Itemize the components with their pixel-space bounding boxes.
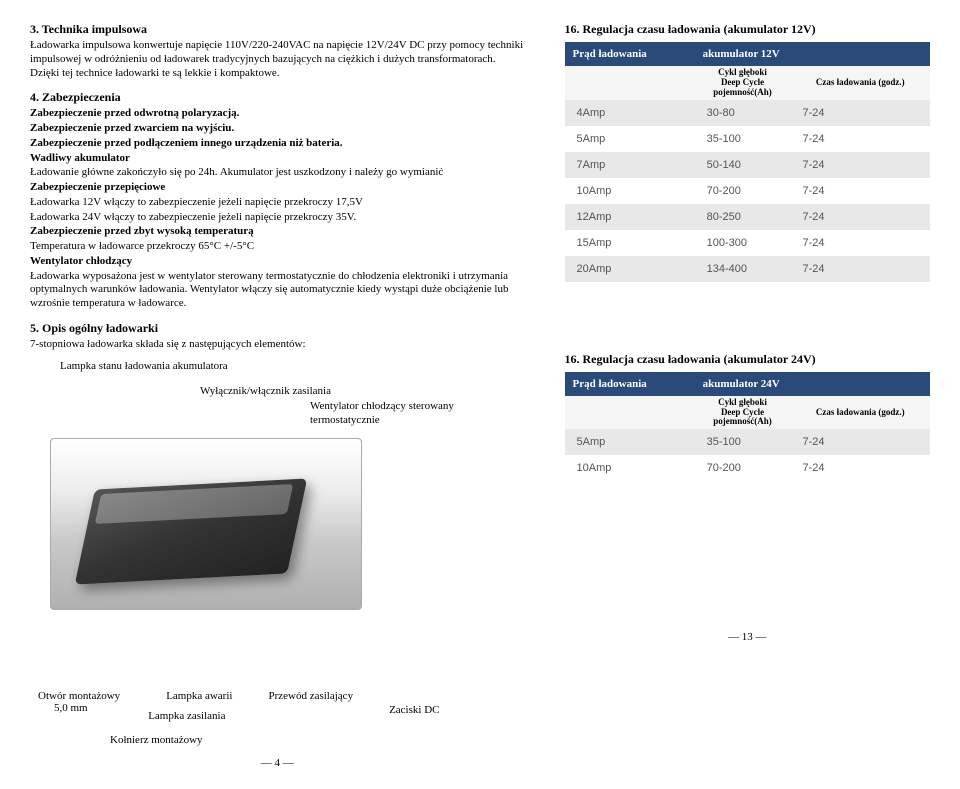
table-cell: 7-24 xyxy=(790,100,930,126)
label-text: Lampka awarii xyxy=(166,690,232,702)
table-cell: 7-24 xyxy=(790,429,930,455)
s4-line: Ładowanie główne zakończyło się po 24h. … xyxy=(30,166,525,180)
table-cell: 7-24 xyxy=(790,126,930,152)
section3-title: 3. Technika impulsowa xyxy=(30,22,525,37)
s4-line: Ładowarka wyposażona jest w wentylator s… xyxy=(30,270,525,311)
table24-title: 16. Regulacja czasu ładowania (akumulato… xyxy=(565,352,931,367)
page-number-right: — 13 — xyxy=(565,631,931,643)
label-text: Otwór montażowy xyxy=(38,690,120,702)
table-cell: 7-24 xyxy=(790,178,930,204)
table12-title: 16. Regulacja czasu ładowania (akumulato… xyxy=(565,22,931,37)
section3-body: Ładowarka impulsowa konwertuje napięcie … xyxy=(30,39,525,80)
section5-body: 7-stopniowa ładowarka składa się z nastę… xyxy=(30,338,525,352)
table-cell: 5Amp xyxy=(565,126,695,152)
sub-cycle: Cykl głęboki Deep Cycle pojemność(Ah) xyxy=(695,396,791,430)
table-cell: 100-300 xyxy=(695,230,791,256)
label-collar: Kołnierz montażowy xyxy=(110,734,525,748)
product-image xyxy=(50,438,362,610)
table-cell: 70-200 xyxy=(695,178,791,204)
callout-lamp: Lampka stanu ładowania akumulatora xyxy=(60,360,525,374)
table-subheader-row: Cykl głęboki Deep Cycle pojemność(Ah) Cz… xyxy=(565,396,931,430)
table-cell: 35-100 xyxy=(695,126,791,152)
table-cell: 30-80 xyxy=(695,100,791,126)
s4-line: Ładowarka 12V włączy to zabezpieczenie j… xyxy=(30,196,525,210)
s4-line: Zabezpieczenie przed zbyt wysoką tempera… xyxy=(30,225,525,239)
table-cell: 80-250 xyxy=(695,204,791,230)
table-cell: 50-140 xyxy=(695,152,791,178)
table-cell: 12Amp xyxy=(565,204,695,230)
s4-line: Wentylator chłodzący xyxy=(30,255,525,269)
right-column: 16. Regulacja czasu ładowania (akumulato… xyxy=(565,20,931,769)
table-row: 10Amp70-2007-24 xyxy=(565,455,931,481)
section4-title: 4. Zabezpieczenia xyxy=(30,90,525,105)
table-row: 7Amp50-1407-24 xyxy=(565,152,931,178)
label-text: Lampka zasilania xyxy=(148,710,225,722)
table-subheader-row: Cykl głęboki Deep Cycle pojemność(Ah) Cz… xyxy=(565,66,931,100)
table-cell: 70-200 xyxy=(695,455,791,481)
s4-line: Wadliwy akumulator xyxy=(30,152,525,166)
table-header-row: Prąd ładowania akumulator 24V xyxy=(565,372,931,396)
page-number-left: — 4 — xyxy=(30,757,525,769)
table-cell: 15Amp xyxy=(565,230,695,256)
table-cell: 10Amp xyxy=(565,178,695,204)
table-cell: 5Amp xyxy=(565,429,695,455)
s4-line: Zabezpieczenie przepięciowe xyxy=(30,181,525,195)
table-row: 5Amp35-1007-24 xyxy=(565,126,931,152)
s4-line: Zabezpieczenie przed zwarciem na wyjściu… xyxy=(30,122,525,136)
table-cell: 7-24 xyxy=(790,455,930,481)
table-row: 20Amp134-4007-24 xyxy=(565,256,931,282)
table-cell: 4Amp xyxy=(565,100,695,126)
section5-title: 5. Opis ogólny ładowarki xyxy=(30,321,525,336)
charge-table-12v: Prąd ładowania akumulator 12V Cykl głębo… xyxy=(565,42,931,282)
sub-blank xyxy=(565,66,695,100)
left-column: 3. Technika impulsowa Ładowarka impulsow… xyxy=(30,20,525,769)
table-cell: 20Amp xyxy=(565,256,695,282)
hdr-battery: akumulator 12V xyxy=(695,42,930,66)
s4-line: Temperatura w ładowarce przekroczy 65°C … xyxy=(30,240,525,254)
sub-blank xyxy=(565,396,695,430)
table-row: 5Amp35-1007-24 xyxy=(565,429,931,455)
table-row: 10Amp70-2007-24 xyxy=(565,178,931,204)
callout-switch: Wyłącznik/włącznik zasilania xyxy=(200,385,525,399)
s4-line: Ładowarka 24V włączy to zabezpieczenie j… xyxy=(30,211,525,225)
table-row: 12Amp80-2507-24 xyxy=(565,204,931,230)
hdr-current: Prąd ładowania xyxy=(565,42,695,66)
table-cell: 7-24 xyxy=(790,230,930,256)
hdr-battery: akumulator 24V xyxy=(695,372,930,396)
table-cell: 7-24 xyxy=(790,152,930,178)
callout-fan: Wentylator chłodzący sterowany termostat… xyxy=(310,400,470,428)
table-cell: 7-24 xyxy=(790,204,930,230)
sub-time: Czas ładowania (godz.) xyxy=(790,66,930,100)
s4-line: Zabezpieczenie przed odwrotną polaryzacj… xyxy=(30,107,525,121)
table-cell: 7Amp xyxy=(565,152,695,178)
pagenum-value: 13 xyxy=(742,631,753,643)
label-dc: Zaciski DC xyxy=(381,704,447,722)
charge-table-24v: Prąd ładowania akumulator 24V Cykl głębo… xyxy=(565,372,931,482)
table-cell: 134-400 xyxy=(695,256,791,282)
table-cell: 7-24 xyxy=(790,256,930,282)
table-cell: 35-100 xyxy=(695,429,791,455)
table-header-row: Prąd ładowania akumulator 12V xyxy=(565,42,931,66)
page-container: 3. Technika impulsowa Ładowarka impulsow… xyxy=(30,20,930,769)
sub-time: Czas ładowania (godz.) xyxy=(790,396,930,430)
sub-cycle: Cykl głęboki Deep Cycle pojemność(Ah) xyxy=(695,66,791,100)
table-row: 4Amp30-807-24 xyxy=(565,100,931,126)
hdr-current: Prąd ładowania xyxy=(565,372,695,396)
label-text: 5,0 mm xyxy=(54,702,88,714)
table-row: 15Amp100-3007-24 xyxy=(565,230,931,256)
s4-line: Zabezpieczenie przed podłączeniem innego… xyxy=(30,137,525,151)
pagenum-value: 4 xyxy=(275,757,281,769)
table-cell: 10Amp xyxy=(565,455,695,481)
